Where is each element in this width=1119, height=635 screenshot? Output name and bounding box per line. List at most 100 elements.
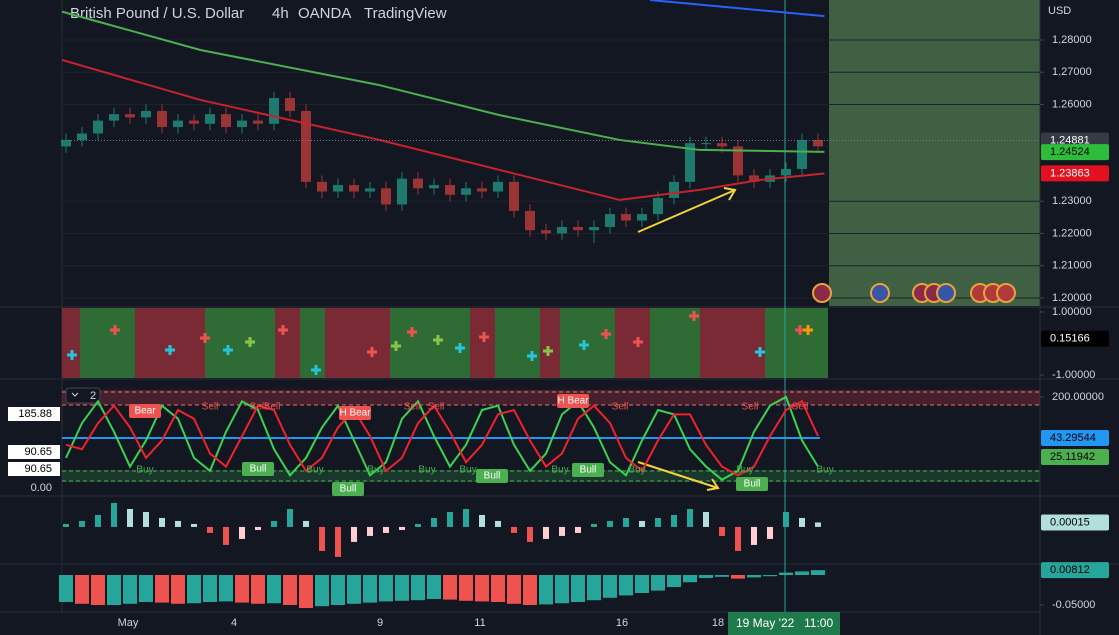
candle-body bbox=[429, 185, 439, 189]
histogram-bar bbox=[603, 575, 617, 598]
y-tick-label: 1.22000 bbox=[1052, 227, 1092, 239]
signal-label: Buy bbox=[136, 465, 153, 476]
event-icon[interactable] bbox=[870, 283, 890, 303]
histogram-bar bbox=[363, 575, 377, 603]
histogram-bar bbox=[235, 575, 249, 603]
candle-body bbox=[397, 178, 407, 205]
histogram-bar bbox=[139, 575, 153, 603]
histogram-bar bbox=[587, 575, 601, 601]
histogram-bar bbox=[735, 526, 741, 551]
candle-body bbox=[93, 120, 103, 134]
signal-cross bbox=[200, 333, 210, 343]
price-tag-label: 0.15166 bbox=[1050, 333, 1090, 345]
y-tick-label: -0.05000 bbox=[1052, 599, 1095, 611]
x-tick-label: 16 bbox=[616, 617, 628, 629]
candle-body bbox=[365, 188, 375, 192]
signal-cross bbox=[67, 350, 77, 360]
histogram-bar bbox=[559, 526, 565, 536]
histogram-bar bbox=[575, 526, 581, 533]
x-tick-label: 11 bbox=[474, 617, 485, 629]
histogram-bar bbox=[607, 520, 613, 527]
chevron bbox=[71, 392, 79, 397]
histogram-bar bbox=[479, 514, 485, 527]
y-tick-label: 1.20000 bbox=[1052, 292, 1092, 304]
candle-body bbox=[797, 139, 807, 169]
histogram-bar bbox=[507, 575, 521, 604]
ribbon-segment bbox=[390, 308, 470, 378]
signal-label: Buy bbox=[628, 465, 645, 476]
price-tag bbox=[1041, 449, 1109, 465]
ribbon-segment bbox=[765, 308, 828, 378]
histogram-bar bbox=[303, 520, 309, 527]
histogram-bar bbox=[255, 526, 261, 530]
histogram-bar bbox=[799, 517, 805, 527]
signal-label: Bull bbox=[340, 484, 357, 495]
signal-label: Bull bbox=[250, 464, 267, 475]
signal-cross bbox=[633, 337, 643, 347]
price-tag bbox=[1041, 562, 1109, 579]
event-icon[interactable] bbox=[936, 283, 956, 303]
histogram-bar bbox=[331, 575, 345, 606]
signal-label: Bull bbox=[484, 471, 501, 482]
histogram-bar bbox=[347, 575, 361, 604]
histogram-bar bbox=[367, 526, 373, 536]
event-icon[interactable] bbox=[996, 283, 1016, 303]
x-tick-label: 4 bbox=[231, 617, 237, 629]
histogram-bar bbox=[287, 508, 293, 527]
signal-cross bbox=[165, 345, 175, 355]
histogram-bar bbox=[271, 520, 277, 527]
candle-body bbox=[733, 146, 743, 176]
y-tick-label: -1.00000 bbox=[1052, 369, 1095, 381]
event-icon[interactable] bbox=[812, 283, 832, 303]
signal-label: H Bear bbox=[557, 396, 589, 407]
signal-label: Sell bbox=[428, 402, 445, 413]
signal-box bbox=[476, 469, 508, 483]
histogram-bar bbox=[123, 575, 137, 604]
ribbon-segment bbox=[205, 308, 275, 378]
price-tag bbox=[1041, 430, 1109, 446]
y-tick-label: 1.27000 bbox=[1052, 66, 1092, 78]
histogram-bar bbox=[667, 575, 681, 588]
ribbon-segment bbox=[470, 308, 495, 378]
left-label: 0.00 bbox=[31, 482, 52, 494]
candle-body bbox=[61, 139, 71, 147]
projection-zone bbox=[829, 0, 1040, 306]
candle-body bbox=[653, 197, 663, 215]
candle-body bbox=[637, 214, 647, 221]
histogram-bar bbox=[171, 575, 185, 604]
x-tick-label: May bbox=[118, 617, 139, 629]
signal-label: Sell bbox=[742, 402, 759, 413]
price-tag bbox=[1041, 514, 1109, 531]
histogram-bar bbox=[655, 517, 661, 527]
histogram-bar bbox=[427, 575, 441, 600]
symbol: British Pound / U.S. Dollar bbox=[70, 5, 244, 22]
histogram-bar bbox=[283, 575, 297, 606]
candle-body bbox=[717, 143, 727, 147]
histogram-bar bbox=[511, 526, 517, 533]
candle-body bbox=[605, 214, 615, 228]
histogram-bar bbox=[463, 508, 469, 527]
histogram-bar bbox=[411, 575, 425, 601]
collapse-button[interactable] bbox=[65, 387, 101, 404]
signal-label: Bull bbox=[744, 479, 761, 490]
signal-box bbox=[129, 404, 161, 418]
price-tag-label: 0.00015 bbox=[1050, 516, 1090, 528]
oscillator-line bbox=[65, 399, 819, 477]
histogram-bar bbox=[95, 514, 101, 527]
candle-body bbox=[813, 139, 823, 147]
oversold-band bbox=[62, 470, 1040, 482]
histogram-bar bbox=[671, 514, 677, 527]
signal-box bbox=[332, 482, 364, 496]
candle-body bbox=[349, 185, 359, 192]
histogram-bar bbox=[651, 575, 665, 591]
histogram-bar bbox=[335, 526, 341, 557]
ribbon-segment bbox=[300, 308, 325, 378]
histogram-bar bbox=[495, 520, 501, 527]
candle-body bbox=[381, 188, 391, 205]
y-tick-label: 1.00000 bbox=[1052, 306, 1092, 318]
currency: USD bbox=[1048, 5, 1071, 17]
ribbon-background bbox=[62, 308, 828, 378]
candle-body bbox=[205, 114, 215, 124]
signal-label: Sell bbox=[792, 402, 809, 413]
